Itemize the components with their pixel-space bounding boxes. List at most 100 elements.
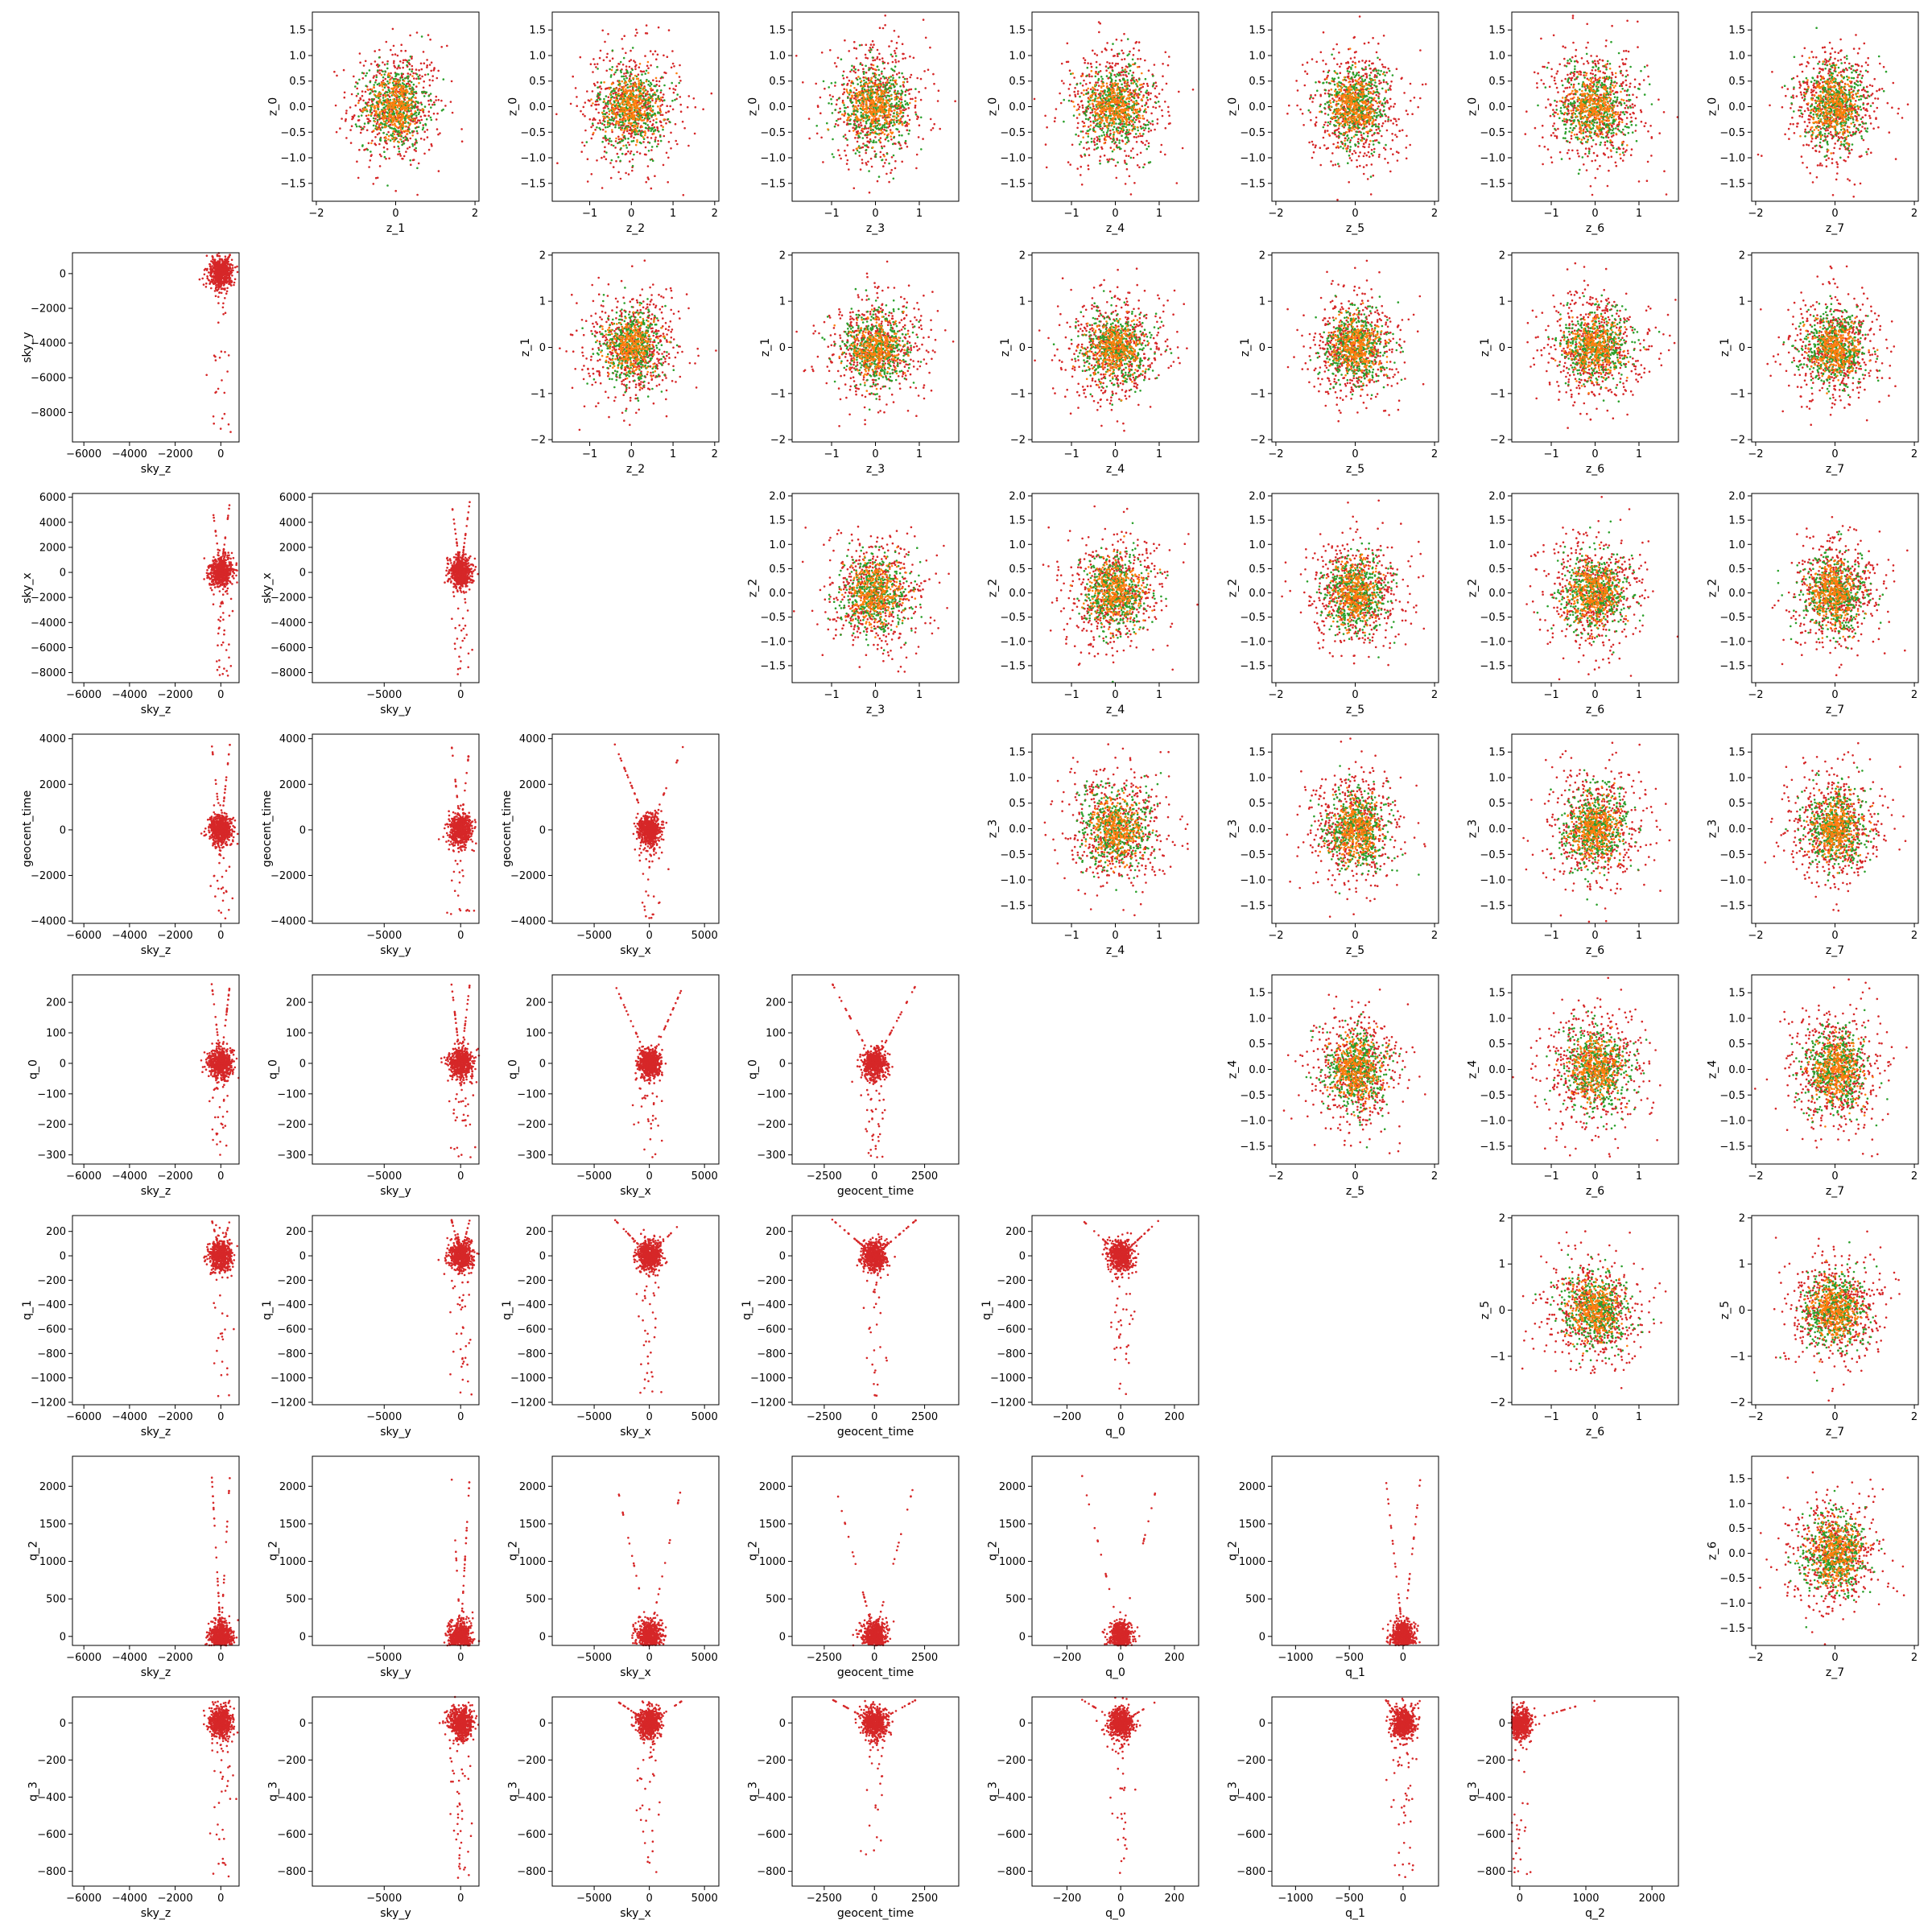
point <box>403 142 406 145</box>
point <box>371 140 374 142</box>
point <box>642 141 645 143</box>
point <box>676 143 679 146</box>
point <box>406 114 408 116</box>
point <box>615 140 617 142</box>
point <box>415 114 418 117</box>
point <box>415 110 417 113</box>
point <box>423 114 426 117</box>
point <box>383 82 386 85</box>
point <box>625 138 627 140</box>
point <box>642 131 644 134</box>
point <box>412 88 415 90</box>
point <box>589 118 592 121</box>
point <box>394 66 397 68</box>
point <box>374 90 377 93</box>
point <box>417 76 419 78</box>
point <box>711 93 713 95</box>
point <box>358 149 361 151</box>
point <box>391 101 394 104</box>
point <box>345 118 347 121</box>
point <box>632 159 634 161</box>
point <box>423 95 426 97</box>
point <box>632 47 634 49</box>
point <box>450 101 452 103</box>
point <box>410 56 412 58</box>
point <box>609 122 611 125</box>
point <box>647 99 650 101</box>
point <box>400 101 402 103</box>
point <box>382 116 384 118</box>
point <box>341 118 343 120</box>
point <box>399 116 402 118</box>
point <box>399 138 402 141</box>
point <box>631 170 634 172</box>
point <box>413 94 415 97</box>
point <box>646 136 649 138</box>
point <box>582 114 584 116</box>
point <box>358 79 361 81</box>
point <box>388 89 390 91</box>
point <box>378 128 380 130</box>
point <box>678 82 680 85</box>
point <box>619 141 621 143</box>
point <box>667 110 670 113</box>
point <box>597 68 599 70</box>
point <box>384 139 386 142</box>
point <box>428 149 431 151</box>
point <box>609 60 611 62</box>
point <box>605 88 608 90</box>
point <box>630 50 632 52</box>
point <box>411 143 414 146</box>
point <box>408 115 411 118</box>
point <box>412 145 415 147</box>
point <box>390 139 392 142</box>
point <box>400 43 402 46</box>
point <box>610 177 613 180</box>
point <box>592 119 594 122</box>
point <box>605 95 608 97</box>
point <box>391 134 394 137</box>
point <box>607 108 609 110</box>
point <box>592 71 594 73</box>
point <box>610 91 613 93</box>
point <box>415 91 417 93</box>
point <box>411 134 414 137</box>
point <box>609 140 611 142</box>
point <box>591 173 593 175</box>
point <box>680 110 683 113</box>
point <box>385 95 387 97</box>
point <box>401 132 403 134</box>
point <box>372 99 374 101</box>
point <box>646 24 648 27</box>
point <box>584 145 586 147</box>
point <box>426 91 428 93</box>
point <box>402 105 404 107</box>
point <box>399 125 402 127</box>
point <box>433 101 436 104</box>
point <box>420 63 423 65</box>
point <box>438 99 440 101</box>
point <box>596 99 598 101</box>
point <box>444 105 447 107</box>
point <box>368 114 370 117</box>
point <box>679 80 682 82</box>
point <box>428 104 431 106</box>
point <box>409 123 411 126</box>
point <box>396 90 398 93</box>
point <box>373 130 375 132</box>
point <box>429 64 431 66</box>
point <box>421 119 423 122</box>
point <box>667 157 670 159</box>
point <box>375 144 378 147</box>
point <box>605 70 608 72</box>
point <box>397 55 399 57</box>
point <box>413 159 415 161</box>
point <box>665 122 667 125</box>
point <box>604 41 606 43</box>
point <box>655 58 658 60</box>
point <box>403 155 406 158</box>
point <box>409 104 411 106</box>
point <box>626 86 629 89</box>
point <box>384 93 386 95</box>
point <box>597 96 599 98</box>
